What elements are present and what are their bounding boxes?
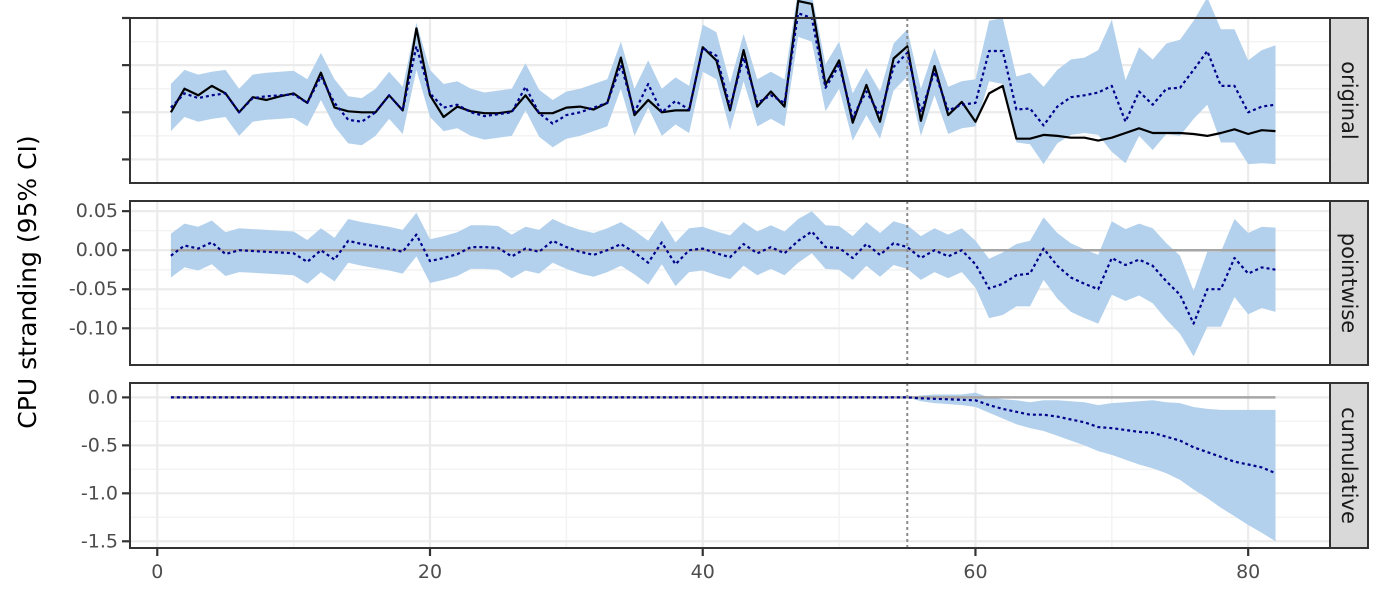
y-tick-label: -0.05: [69, 278, 118, 300]
y-tick-label: -1.5: [81, 530, 118, 552]
ci-band: [170, 211, 1276, 357]
ci-band: [170, 392, 1276, 542]
x-tick-label: 40: [691, 561, 715, 583]
predicted-series-line: [170, 12, 1276, 127]
facet-strip: [1329, 17, 1369, 184]
facet-strip-label: original: [1337, 61, 1361, 140]
y-tick-label: 0.0: [88, 386, 118, 408]
x-tick-label: 60: [963, 561, 987, 583]
y-tick-label: 0.00: [76, 239, 118, 261]
x-tick-label: 0: [151, 561, 163, 583]
y-tick-label: -0.10: [69, 317, 118, 339]
y-tick-label: -0.5: [81, 434, 118, 456]
facet-strip-label: cumulative: [1337, 407, 1361, 524]
y-axis-title: CPU stranding (95% CI): [13, 135, 42, 428]
y-tick-label: 0.05: [76, 200, 118, 222]
x-tick-label: 80: [1236, 561, 1260, 583]
facet-strip-label: pointwise: [1337, 233, 1361, 333]
x-tick-label: 20: [418, 561, 442, 583]
facet-strip: [1329, 200, 1369, 366]
facet-strip: [1329, 382, 1369, 549]
predicted-series-line: [170, 396, 1276, 475]
y-tick-label: -1.0: [81, 482, 118, 504]
